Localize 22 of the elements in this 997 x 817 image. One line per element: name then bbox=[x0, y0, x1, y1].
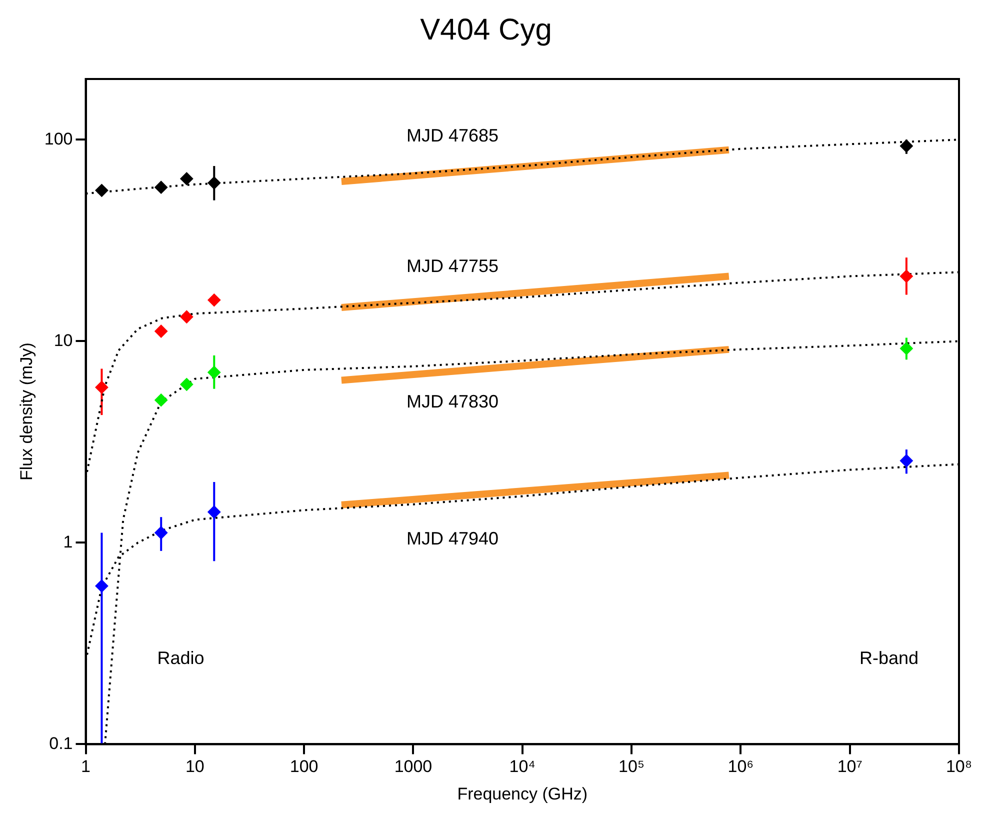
y-tick-label: 100 bbox=[44, 129, 73, 148]
y-axis-title: Flux density (mJy) bbox=[16, 342, 36, 481]
x-axis-title: Frequency (GHz) bbox=[457, 784, 588, 804]
y-tick-label: 0.1 bbox=[49, 734, 73, 753]
x-tick-label: 1000 bbox=[394, 757, 432, 776]
series-label: MJD 47830 bbox=[406, 391, 499, 412]
x-tick-label: 10⁵ bbox=[618, 757, 645, 776]
y-tick-label: 10 bbox=[54, 330, 73, 350]
x-tick-label: 1 bbox=[81, 757, 90, 776]
chart-title: V404 Cyg bbox=[420, 13, 552, 46]
annotation: Radio bbox=[157, 648, 204, 668]
series-label: MJD 47685 bbox=[406, 126, 499, 146]
x-tick-label: 10⁷ bbox=[837, 757, 862, 776]
annotation: R-band bbox=[859, 648, 919, 668]
x-tick-label: 10⁴ bbox=[509, 757, 536, 776]
x-tick-label: 100 bbox=[290, 757, 318, 776]
y-tick-label: 1 bbox=[63, 532, 73, 552]
x-tick-label: 10⁶ bbox=[728, 757, 754, 776]
series-label: MJD 47755 bbox=[406, 256, 499, 276]
series-label: MJD 47940 bbox=[406, 528, 499, 548]
x-tick-label: 10⁸ bbox=[946, 757, 972, 776]
x-tick-label: 10 bbox=[185, 757, 204, 776]
